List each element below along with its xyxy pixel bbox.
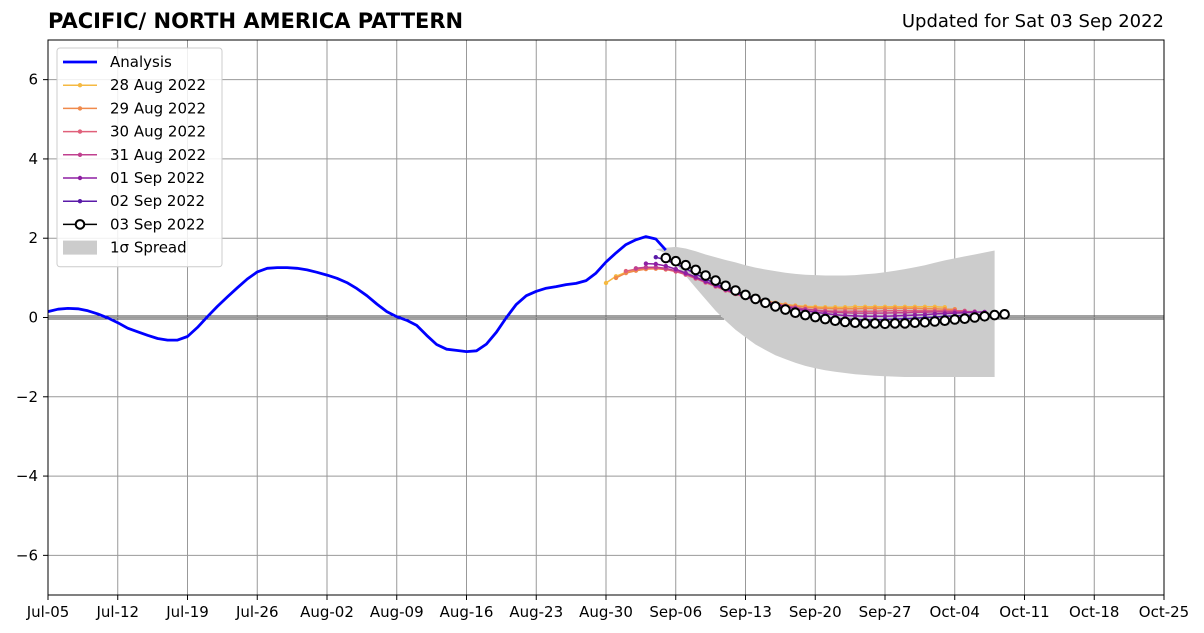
data-point (979, 311, 990, 322)
x-tick-label: Aug-23 (509, 603, 563, 621)
updated-date: Updated for Sat 03 Sep 2022 (901, 11, 1164, 32)
x-tick-label: Sep-06 (649, 603, 702, 621)
data-point (750, 293, 761, 305)
legend-label: 29 Aug 2022 (110, 99, 206, 117)
x-tick-label: Oct-18 (1069, 603, 1119, 621)
data-point (929, 316, 941, 327)
legend-marker (77, 129, 83, 134)
y-tick-label: −6 (16, 546, 38, 564)
data-point (800, 309, 811, 321)
data-point (862, 314, 868, 319)
data-point (852, 313, 858, 319)
data-point (730, 285, 741, 296)
data-point (690, 264, 702, 276)
x-tick-label: Jul-05 (26, 603, 70, 621)
data-point (999, 309, 1010, 320)
legend-label: 28 Aug 2022 (110, 76, 206, 94)
data-point (760, 297, 771, 309)
chart-title: PACIFIC/ NORTH AMERICA PATTERN (48, 9, 464, 33)
plot-area (48, 235, 1010, 377)
data-point (849, 317, 861, 329)
data-point (623, 268, 629, 274)
data-point (839, 316, 851, 328)
data-point (683, 270, 688, 276)
data-point (613, 275, 619, 281)
x-tick-label: Sep-13 (719, 603, 772, 621)
data-point (710, 275, 721, 286)
data-point (643, 265, 649, 270)
x-tick-label: Sep-20 (789, 603, 842, 621)
legend-marker (77, 198, 83, 204)
data-point (633, 266, 639, 271)
data-point (939, 315, 951, 327)
data-point (660, 252, 672, 264)
legend-marker (77, 82, 83, 88)
x-tick-label: Jul-26 (235, 603, 279, 621)
series-line (48, 235, 667, 353)
data-point (673, 266, 678, 272)
data-point (872, 314, 878, 319)
legend-label: 01 Sep 2022 (110, 169, 205, 187)
data-point (653, 255, 658, 260)
legend-marker (77, 175, 83, 181)
legend-label: Analysis (110, 53, 172, 71)
legend-label: 02 Sep 2022 (110, 192, 205, 210)
data-point (680, 259, 692, 271)
legend-label: 30 Aug 2022 (110, 123, 206, 141)
data-point (700, 270, 711, 281)
x-tick-label: Jul-19 (165, 603, 209, 621)
data-point (909, 317, 921, 329)
y-tick-label: −4 (16, 467, 38, 485)
x-tick-label: Oct-25 (1139, 603, 1189, 621)
data-point (643, 261, 649, 266)
legend: Analysis 28 Aug 2022 29 Aug 2022 30 Aug 202… (56, 47, 223, 268)
y-tick-label: 2 (28, 229, 38, 247)
legend-spread-swatch (63, 240, 97, 255)
legend-label: 31 Aug 2022 (110, 146, 206, 164)
y-tick-label: 0 (28, 309, 38, 327)
data-point (919, 317, 931, 328)
x-tick-label: Aug-02 (300, 603, 354, 621)
legend-label: 1σ Spread (110, 239, 187, 257)
data-point (949, 314, 961, 325)
legend-marker (77, 152, 83, 157)
data-point (959, 313, 971, 325)
y-tick-label: −2 (16, 388, 38, 406)
legend-box (56, 47, 223, 268)
data-point (670, 255, 682, 267)
data-point (663, 263, 668, 269)
y-tick-label: 6 (28, 71, 38, 89)
data-point (969, 312, 981, 323)
data-point (869, 318, 881, 329)
data-point (810, 311, 821, 323)
data-point (829, 315, 841, 327)
x-tick-label: Aug-09 (370, 603, 424, 621)
data-point (780, 304, 791, 315)
x-tick-label: Jul-12 (95, 603, 139, 621)
data-point (859, 318, 871, 329)
data-point (819, 313, 831, 325)
legend-label: 03 Sep 2022 (110, 215, 205, 233)
data-point (879, 318, 891, 330)
data-point (770, 301, 781, 312)
data-point (603, 280, 609, 286)
x-tick-label: Aug-30 (579, 603, 633, 621)
data-point (989, 309, 1000, 321)
y-tick-label: 4 (28, 150, 38, 168)
data-point (899, 318, 911, 329)
x-tick-label: Oct-04 (930, 603, 980, 621)
x-tick-label: Aug-16 (440, 603, 494, 621)
data-point (790, 307, 801, 319)
data-point (889, 318, 901, 329)
x-tick-label: Sep-27 (859, 603, 912, 621)
x-tick-label: Oct-11 (999, 603, 1049, 621)
data-point (740, 289, 751, 301)
legend-marker (74, 219, 86, 230)
data-point (720, 280, 731, 292)
legend-marker (77, 106, 83, 111)
data-point (653, 261, 658, 267)
